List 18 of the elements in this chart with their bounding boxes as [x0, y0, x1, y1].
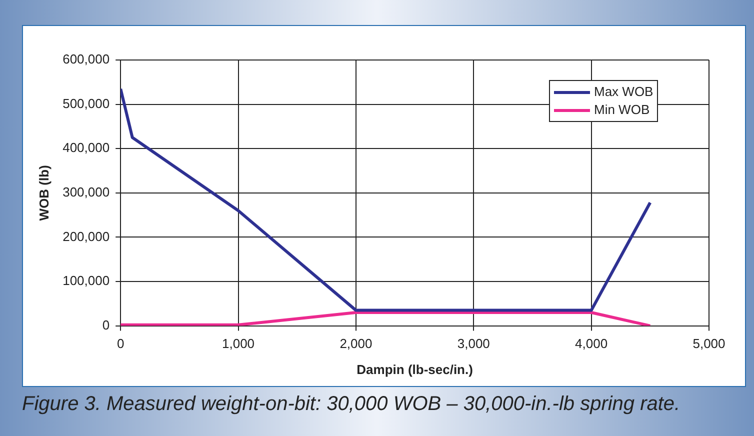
y-tick-label: 300,000: [62, 184, 110, 200]
y-tick-label: 200,000: [62, 228, 110, 244]
x-tick-label: 1,000: [222, 336, 255, 352]
legend-label: Max WOB: [594, 83, 654, 101]
caption: Figure 3. Measured weight-on-bit: 30,000 WOB – 30,000-in.-lb spring rate.: [22, 393, 680, 416]
y-tick-label: 600,000: [62, 52, 110, 67]
x-tick-label: 5,000: [692, 336, 726, 352]
legend-label: Min WOB: [594, 101, 650, 119]
x-axis-title: Dampin (lb-sec/in.): [356, 362, 473, 377]
y-axis-title: WOB (lb): [36, 165, 52, 221]
y-tick-label: 0: [102, 317, 110, 332]
y-tick-label: 400,000: [62, 140, 110, 156]
y-tick-label: 500,000: [62, 96, 110, 111]
y-tick-label: 100,000: [62, 273, 110, 288]
x-tick-label: 4,000: [575, 336, 608, 352]
x-tick-label: 2,000: [340, 336, 372, 352]
x-tick-label: 0: [116, 336, 124, 352]
x-tick-label: 3,000: [457, 336, 490, 352]
